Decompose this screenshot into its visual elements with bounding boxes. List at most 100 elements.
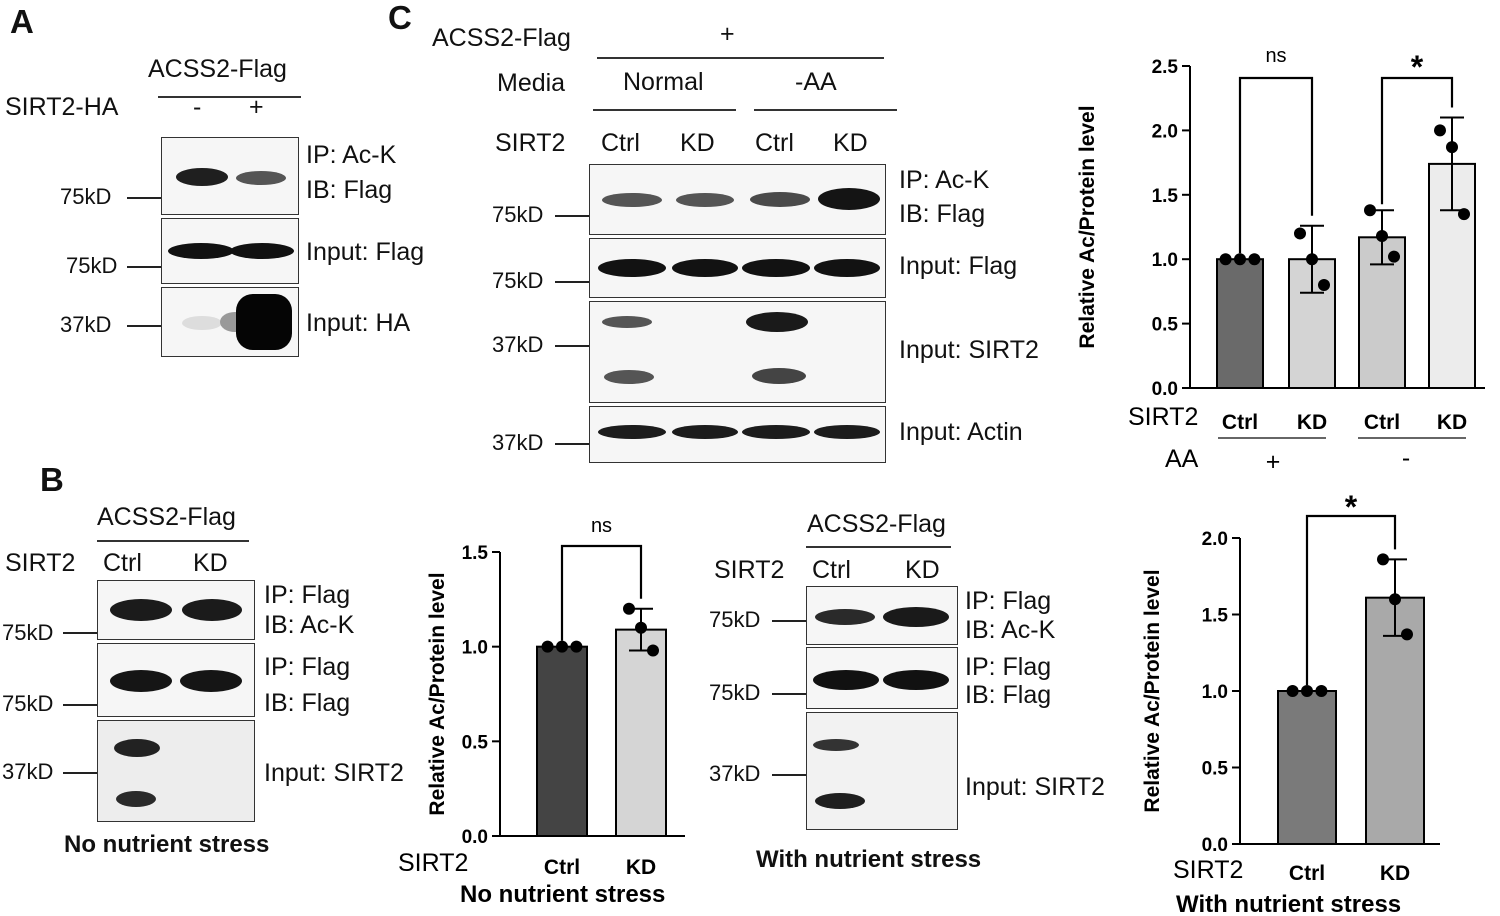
y-tick-label: 0.0 (1202, 835, 1228, 856)
panel-b-blot-1-label-1: IP: Flag (264, 581, 351, 609)
y-tick-label: 0.5 (462, 732, 489, 753)
data-point (1376, 230, 1388, 243)
panel-b-mw-1: 75kD (2, 620, 54, 645)
panel-a-mw-2: 75kD (66, 253, 118, 278)
bar (536, 645, 588, 838)
category-label: Ctrl (1364, 411, 1400, 434)
panel-b-blot-1 (97, 580, 255, 640)
category-label: Ctrl (1289, 862, 1325, 885)
panel-a-mw-3: 37kD (60, 312, 112, 337)
panel-c-header-label: ACSS2-Flag (432, 24, 571, 52)
panel-c-blot-4-label-1: Input: Actin (899, 418, 1023, 446)
category-label: Ctrl (1222, 411, 1258, 434)
data-point (1219, 253, 1232, 266)
panel-d-blot-3-label-1: Input: SIRT2 (965, 773, 1105, 801)
panel-d-blot-2 (806, 647, 958, 709)
y-tick-label: 1.5 (1202, 606, 1229, 627)
panel-d-lane-1: Ctrl (812, 556, 851, 584)
significance-label: ns (1265, 45, 1286, 67)
data-point (1306, 253, 1318, 266)
category-label: KD (1380, 862, 1410, 885)
panel-a-blot-2-label-1: Input: Flag (306, 238, 425, 266)
data-point (1294, 227, 1306, 240)
data-point (647, 644, 659, 657)
data-point (1446, 141, 1458, 154)
panel-c-media-aa: -AA (795, 68, 837, 96)
y-tick-label: 1.0 (462, 638, 488, 659)
panel-c-blot-3-label-1: Input: SIRT2 (899, 336, 1039, 364)
panel-a-blot-3-label-1: Input: HA (306, 309, 411, 337)
panel-b-caption: No nutrient stress (64, 831, 270, 858)
panel-b-lane-1: Ctrl (103, 549, 142, 577)
panel-c-blot-2-label-1: Input: Flag (899, 252, 1018, 280)
category-label: KD (1297, 411, 1327, 434)
category-label: KD (626, 856, 656, 879)
y-tick-label: 2.5 (1152, 57, 1179, 78)
y-axis-label: Relative Ac/Protein level (1076, 105, 1099, 348)
data-point (556, 640, 568, 653)
panel-d-blot-1-label-2: IB: Ac-K (965, 616, 1056, 644)
y-tick-label: 2.0 (1152, 121, 1178, 142)
row-label: SIRT2 (1173, 856, 1243, 884)
data-point (1301, 685, 1313, 697)
panel-a-row-label: SIRT2-HA (5, 93, 119, 121)
panel-c-lane-3: Ctrl (755, 129, 794, 157)
group-value: + (1266, 448, 1281, 476)
row-label: SIRT2 (398, 849, 468, 877)
panel-letter-a: A (10, 3, 34, 40)
data-point (1248, 253, 1261, 266)
data-point (1364, 204, 1376, 217)
panel-c-mw-2: 75kD (492, 268, 544, 293)
panel-d-blot-2-label-1: IP: Flag (965, 653, 1052, 681)
panel-b-mw-3: 37kD (2, 759, 54, 784)
chart-caption: No nutrient stress (460, 881, 665, 908)
significance-bracket (560, 544, 643, 641)
panel-d-blot-1 (806, 586, 958, 645)
panel-c-blot-2 (589, 238, 886, 298)
data-point (1315, 685, 1328, 697)
y-tick-label: 0.5 (1202, 759, 1229, 780)
panel-c-lane-4: KD (833, 129, 868, 157)
panel-b-blot-2-label-2: IB: Flag (264, 689, 351, 717)
panel-b-blot-2-label-1: IP: Flag (264, 653, 351, 681)
row-label: SIRT2 (1128, 403, 1198, 431)
panel-c-mw-3: 37kD (492, 332, 544, 357)
panel-b-row-label: SIRT2 (5, 549, 76, 577)
data-point (1458, 208, 1470, 221)
data-point (1234, 253, 1246, 266)
panel-b-blot-3 (97, 720, 255, 822)
panel-b-blot-3-label-1: Input: SIRT2 (264, 759, 404, 787)
panel-c-lane-1: Ctrl (601, 129, 640, 157)
panel-letter-b: B (40, 461, 64, 498)
group-value: - (1402, 444, 1410, 472)
panel-b-blot-2 (97, 643, 255, 717)
data-point (1318, 278, 1330, 291)
panel-c-mw-4: 37kD (492, 430, 544, 455)
panel-d-blot-1-label-1: IP: Flag (965, 587, 1052, 615)
panel-c-blot-3 (589, 301, 886, 403)
significance-bracket (1305, 514, 1397, 685)
y-tick-label: 0.5 (1152, 315, 1179, 336)
y-tick-label: 1.0 (1152, 250, 1178, 271)
panel-d-mw-2: 75kD (709, 680, 761, 705)
y-tick-label: 1.5 (1152, 186, 1179, 207)
panel-c-lane-2: KD (680, 129, 715, 157)
panel-letter-c: C (388, 0, 412, 36)
y-tick-label: 1.5 (462, 543, 489, 564)
data-point (570, 640, 583, 653)
group-label: AA (1165, 445, 1199, 473)
significance-bracket (1238, 76, 1314, 254)
panel-a-blot-1 (161, 137, 299, 215)
data-point (1286, 685, 1299, 697)
panel-a-blot-3 (161, 287, 299, 357)
panel-c-blot-4 (589, 406, 886, 463)
panel-d-caption: With nutrient stress (756, 846, 982, 873)
data-point (635, 621, 647, 634)
panel-d-mw-3: 37kD (709, 761, 761, 786)
panel-d-blot-2-label-2: IB: Flag (965, 681, 1052, 709)
panel-c-media-normal: Normal (623, 68, 704, 96)
data-point (1389, 593, 1401, 606)
y-tick-label: 1.0 (1202, 682, 1228, 703)
data-point (623, 602, 635, 615)
